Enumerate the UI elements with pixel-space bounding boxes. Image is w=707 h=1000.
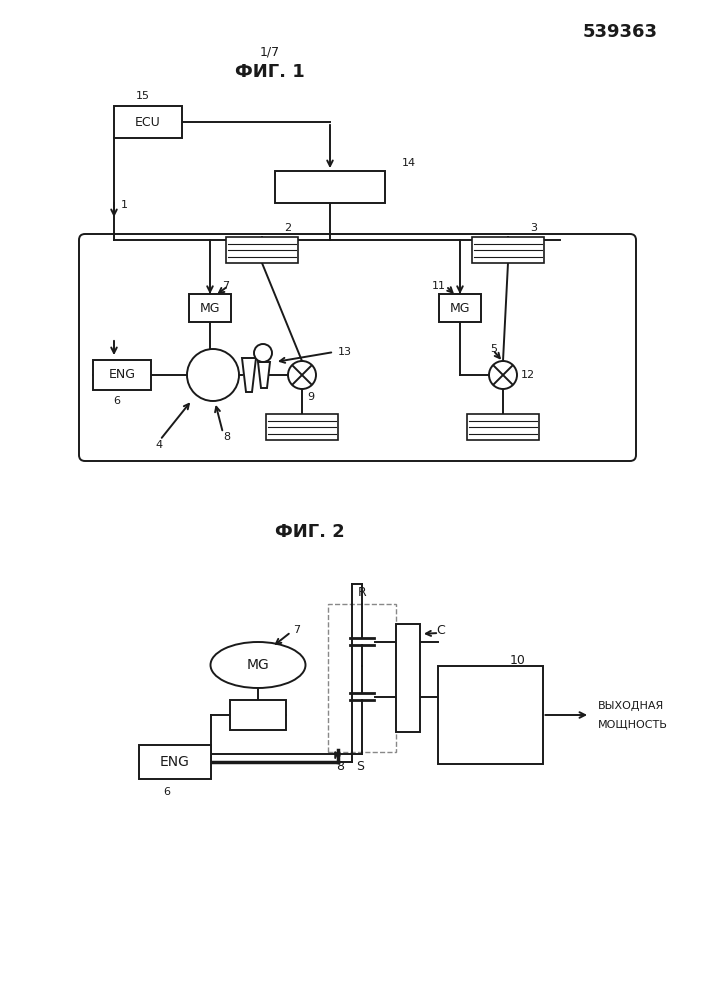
Text: 2: 2 [284,223,291,233]
Bar [396,624,420,732]
Bar [230,700,286,730]
Text: 7: 7 [293,625,300,635]
Text: 8: 8 [336,760,344,772]
Text: 539363: 539363 [583,23,658,41]
Text: 6: 6 [114,396,120,406]
Text: ENG: ENG [160,755,190,769]
Text: МОЩНОСТЬ: МОЩНОСТЬ [598,719,668,729]
Text: ВЫХОДНАЯ: ВЫХОДНАЯ [598,701,665,711]
Bar [139,745,211,779]
Bar [328,604,396,752]
Bar [438,666,542,764]
Bar [114,106,182,138]
Text: ФИГ. 2: ФИГ. 2 [275,523,345,541]
Text: S: S [356,760,364,772]
Text: 11: 11 [432,281,446,291]
Text: ECU: ECU [135,115,161,128]
Bar [439,294,481,322]
Bar [472,237,544,263]
Circle shape [254,344,272,362]
Ellipse shape [211,642,305,688]
Text: 1/7: 1/7 [260,45,280,58]
Text: 3: 3 [530,223,537,233]
Bar [275,171,385,203]
Circle shape [489,361,517,389]
Text: 8: 8 [223,432,230,442]
Text: 4: 4 [155,440,162,450]
Bar [189,294,231,322]
Text: 6: 6 [163,787,170,797]
Text: ФИГ. 1: ФИГ. 1 [235,63,305,81]
Text: 12: 12 [521,370,535,380]
Bar [266,414,338,440]
FancyBboxPatch shape [79,234,636,461]
Bar [467,414,539,440]
Text: ENG: ENG [108,368,136,381]
Text: 15: 15 [136,91,150,101]
Text: MG: MG [247,658,269,672]
Text: MG: MG [450,302,470,314]
Text: C: C [437,624,445,637]
Circle shape [288,361,316,389]
Text: 10: 10 [510,654,526,666]
Text: MG: MG [200,302,221,314]
Text: R: R [358,585,366,598]
Text: 1: 1 [121,200,128,210]
Text: 5: 5 [490,344,497,354]
Circle shape [187,349,239,401]
Text: 9: 9 [307,392,314,402]
Text: 7: 7 [222,281,229,291]
Bar [93,360,151,390]
Text: 13: 13 [338,347,352,357]
Text: 14: 14 [402,158,416,168]
Bar [226,237,298,263]
